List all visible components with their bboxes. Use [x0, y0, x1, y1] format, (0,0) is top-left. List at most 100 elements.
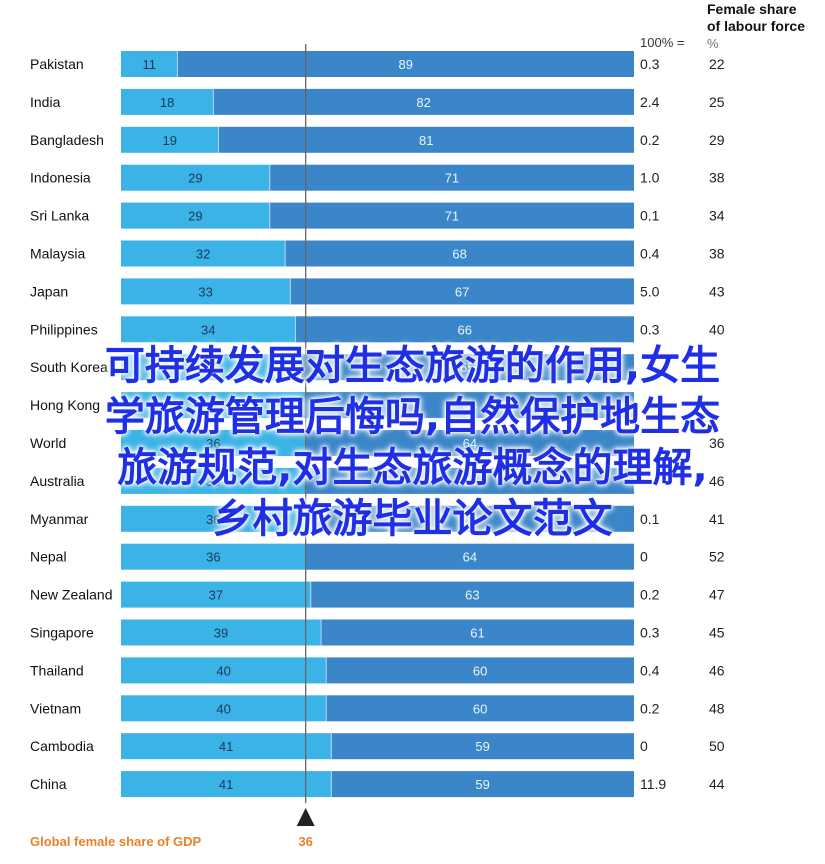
bar-male-label: 63 — [465, 588, 479, 603]
category-label: Hong Kong — [30, 397, 100, 413]
category-label: Nepal — [30, 549, 67, 565]
bar-male-label: 71 — [445, 171, 459, 186]
category-label: China — [30, 776, 67, 792]
gdp-total: 0.2 — [640, 700, 660, 716]
category-label: Pakistan — [30, 56, 84, 72]
bar-male — [269, 164, 634, 191]
category-label: Thailand — [30, 662, 84, 678]
bar-male — [305, 505, 634, 532]
labour-share: 38 — [709, 246, 725, 262]
labour-share: 44 — [709, 776, 725, 792]
bar-female — [121, 392, 306, 419]
bar-male-label: 71 — [445, 209, 459, 224]
gdp-total: 11.9 — [640, 776, 666, 792]
bar-male-label: 59 — [475, 739, 489, 754]
labour-header-line-1: Female share — [707, 1, 797, 17]
bar-female-label: 32 — [196, 247, 210, 262]
category-label: Myanmar — [30, 511, 89, 527]
category-label: Bangladesh — [30, 132, 104, 148]
category-label: New Zealand — [30, 587, 113, 603]
bar-male — [269, 202, 634, 229]
bar-female — [121, 240, 286, 267]
bar-male-label: 66 — [457, 322, 471, 337]
bar-female-label: 40 — [216, 663, 230, 678]
bar-female — [121, 164, 270, 191]
bar-male — [321, 619, 634, 646]
bar-female-label: 41 — [219, 739, 233, 754]
bar-female-label: 36 — [206, 436, 220, 451]
labour-share: 48 — [709, 700, 725, 716]
bar-female-label: 29 — [188, 209, 202, 224]
bar-male-label: 64 — [463, 512, 477, 527]
bar-female-label: 39 — [214, 626, 228, 641]
bar-male — [331, 771, 634, 798]
category-label: South Korea — [30, 359, 108, 375]
gdp-total: 0.4 — [640, 662, 660, 678]
bar-male-label: 59 — [475, 777, 489, 792]
bar-female — [121, 505, 306, 532]
bar-female-label: 11 — [142, 57, 156, 72]
category-label: Australia — [30, 473, 85, 489]
labour-share: 34 — [709, 208, 725, 224]
category-label: Cambodia — [30, 738, 94, 754]
bar-female-label: 36 — [206, 474, 220, 489]
category-label: India — [30, 94, 61, 110]
gdp-total: 0.2 — [640, 132, 660, 148]
bar-female-label: 36 — [206, 550, 220, 565]
bar-male-label: 60 — [473, 701, 487, 716]
bar-female — [121, 354, 301, 381]
category-label: Malaysia — [30, 246, 85, 262]
bar-male — [305, 543, 634, 570]
category-label: Singapore — [30, 625, 94, 641]
gdp-total: 0.3 — [640, 56, 660, 72]
bar-male-label: 64 — [463, 398, 477, 413]
bar-female — [121, 657, 327, 684]
bar-female-label: 40 — [216, 701, 230, 716]
bar-female-label: 41 — [219, 777, 233, 792]
bar-female — [121, 202, 270, 229]
bar-male-label: 60 — [473, 663, 487, 678]
gdp-total: 5.0 — [640, 283, 660, 299]
labour-header-unit: % — [707, 36, 719, 51]
bar-female — [121, 430, 306, 456]
labour-share: 36 — [709, 435, 725, 451]
category-label: Japan — [30, 283, 68, 299]
bar-female — [121, 543, 306, 570]
category-label: Indonesia — [30, 170, 91, 186]
labour-share: 43 — [709, 283, 725, 299]
bar-male — [305, 392, 634, 419]
bar-male — [300, 354, 634, 381]
labour-share: 50 — [709, 738, 725, 754]
labour-share: 25 — [709, 94, 725, 110]
bar-male-label: 67 — [455, 284, 469, 299]
reference-value: 36 — [298, 834, 312, 849]
bar-male — [218, 126, 634, 153]
bar-male-label: 64 — [463, 436, 477, 451]
bar-male — [305, 430, 634, 456]
bar-male-label: 65 — [460, 360, 474, 375]
labour-share: 47 — [709, 587, 725, 603]
labour-header-line-2: of labour force — [707, 18, 805, 34]
bar-female — [121, 51, 178, 77]
labour-share: 38 — [709, 170, 725, 186]
bar-female-label: 36 — [206, 512, 220, 527]
bar-male — [295, 316, 634, 343]
category-label: Philippines — [30, 321, 98, 337]
bar-male — [326, 657, 634, 684]
labour-share: 22 — [709, 56, 725, 72]
bar-male-label: 89 — [398, 57, 412, 72]
labour-share: 46 — [709, 473, 725, 489]
bar-female-label: 35 — [204, 360, 218, 375]
bar-female — [121, 733, 332, 760]
gdp-total: 2.4 — [640, 94, 660, 110]
gdp-total: 0.3 — [640, 625, 660, 641]
bar-male-label: 82 — [416, 95, 430, 110]
bar-female — [121, 126, 219, 153]
bar-female — [121, 619, 322, 646]
bar-female-label: 33 — [198, 284, 212, 299]
bar-male — [285, 240, 634, 267]
bar-male-label: 68 — [452, 247, 466, 262]
category-label: Sri Lanka — [30, 208, 89, 224]
reference-marker-icon — [296, 808, 315, 826]
labour-share: 45 — [709, 625, 725, 641]
